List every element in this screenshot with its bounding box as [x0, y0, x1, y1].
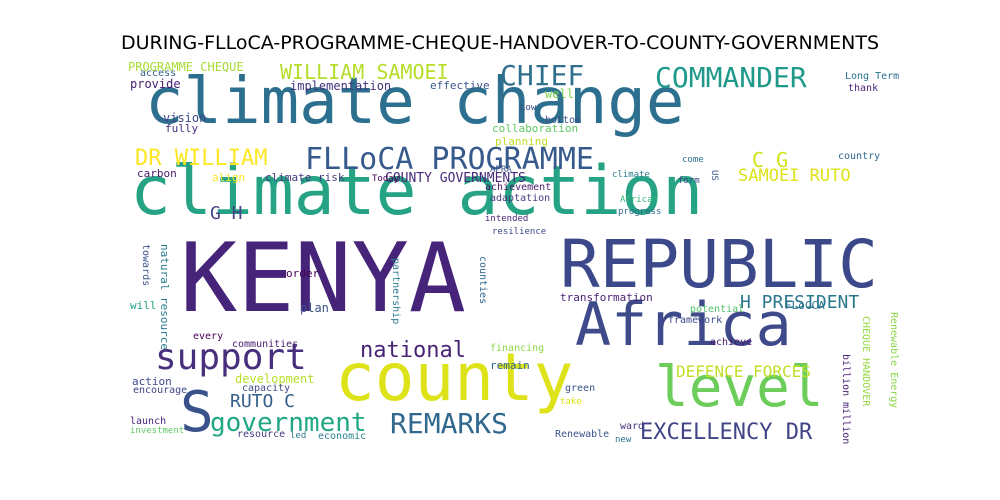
- word-us: US: [709, 170, 719, 181]
- word-renewable: Renewable: [555, 429, 610, 440]
- word-fully: fully: [165, 122, 199, 135]
- word-g-h: G H: [210, 203, 243, 224]
- word-form: form: [678, 176, 700, 186]
- word-every: every: [193, 331, 224, 342]
- word-programme-cheque: PROGRAMME CHEQUE: [128, 60, 244, 74]
- word-excellency-dr: EXCELLENCY DR: [640, 420, 813, 445]
- word-climate-action: climate action: [130, 152, 704, 231]
- wordcloud-title: DURING-FLLoCA-PROGRAMME-CHEQUE-HANDOVER-…: [120, 32, 880, 54]
- word-achievement: achievement: [485, 182, 552, 193]
- word-encourage: encourage: [133, 385, 188, 396]
- word-county: county: [335, 339, 574, 416]
- word-take: take: [560, 397, 582, 407]
- word-new: new: [615, 435, 632, 445]
- word-provide: provide: [130, 77, 181, 91]
- word-well: well: [545, 87, 574, 101]
- word-investment: investment: [130, 426, 185, 436]
- word-access: access: [140, 68, 177, 79]
- word-transformation: transformation: [560, 291, 653, 304]
- word-ruto-c: RUTO C: [230, 391, 296, 412]
- word-planning: planning: [495, 135, 548, 148]
- word-level: level: [655, 355, 824, 420]
- word-potential: potential: [690, 304, 745, 315]
- word-dr-william: DR WILLIAM: [135, 146, 268, 171]
- word-towards: towards: [140, 244, 151, 287]
- word-climate: climate: [612, 170, 650, 180]
- word-partnership: partnership: [390, 258, 401, 325]
- word-long-term: Long Term: [845, 71, 900, 82]
- word-h-president: H PRESIDENT: [740, 292, 860, 313]
- word-chief: CHIEF: [500, 60, 585, 92]
- word-communities: communities: [232, 339, 299, 350]
- word-flocca: FLoCCA: [785, 299, 825, 312]
- word-s: S: [180, 380, 214, 445]
- word-come: come: [682, 155, 704, 165]
- word-defence-forces: DEFENCE FORCES: [676, 362, 811, 381]
- word-today: Today: [372, 174, 400, 184]
- word-progress: progress: [618, 207, 662, 217]
- word-plan: plan: [300, 301, 329, 315]
- word-samoei-ruto: SAMOEI RUTO: [738, 166, 851, 186]
- word-remain: remain: [490, 359, 530, 372]
- word-africa: Africa: [575, 290, 792, 360]
- word-resilience: resilience: [492, 227, 547, 237]
- word-align: align: [212, 171, 246, 184]
- word-bottom: bottom: [545, 115, 582, 126]
- word-support: support: [155, 337, 307, 378]
- word-cloud: KENYA climate change climate action REPUBLI…: [125, 60, 900, 447]
- word-order: order: [286, 267, 320, 280]
- word-republic: REPUBLIC: [560, 226, 878, 303]
- word-thank: thank: [848, 83, 879, 94]
- word-intended: intended: [485, 214, 529, 224]
- word-apra: APRA: [490, 165, 512, 175]
- word-financing: financing: [490, 343, 545, 354]
- word-kenya: KENYA: [180, 224, 466, 334]
- word-implementation: implementation: [290, 79, 392, 93]
- word-government: government: [210, 408, 367, 438]
- word-ward: ward: [620, 421, 645, 432]
- word-green: green: [565, 383, 596, 394]
- word-led: led: [290, 431, 307, 441]
- word-low: Low: [520, 103, 537, 113]
- word-william-samoei: WILLIAM SAMOEI: [280, 60, 449, 84]
- word-action: action: [132, 375, 172, 388]
- word-commander: COMMANDER: [655, 61, 807, 94]
- word-billion-million: billion million: [840, 354, 851, 445]
- word-carbon: carbon: [137, 167, 177, 180]
- word-country: country: [838, 151, 881, 162]
- word-collaboration: collaboration: [492, 122, 579, 135]
- word-economic: economic: [318, 431, 367, 442]
- word-african: African: [620, 195, 658, 205]
- word-remarks: REMARKS: [390, 407, 509, 440]
- word-capacity: capacity: [242, 383, 291, 394]
- word-c-g: C G: [752, 148, 789, 172]
- word-achieve: achieve: [710, 337, 753, 348]
- word-flloca-programme: FLLoCA PROGRAMME: [305, 142, 594, 177]
- word-launch: launch: [130, 416, 167, 427]
- word-adaptation: adaptation: [490, 193, 551, 204]
- word-natural-resource: natural resource: [158, 244, 171, 350]
- word-cheque-handover: CHEQUE HANDOVER: [860, 316, 871, 407]
- word-climate-change: climate change: [145, 65, 685, 139]
- word-will: will: [130, 299, 157, 312]
- word-vision: vision: [163, 111, 207, 125]
- word-effective: effective: [430, 79, 490, 92]
- word-climate-risk: climate risk: [265, 171, 345, 184]
- word-resource: resource: [237, 429, 286, 440]
- word-national: national: [360, 338, 466, 363]
- word-county-governments: COUNTY GOVERNMENTS: [385, 171, 526, 186]
- word-renewable-energy: Renewable Energy: [888, 312, 899, 409]
- word-framework: framework: [668, 315, 723, 326]
- word-counties: counties: [477, 256, 488, 305]
- word-development: development: [235, 372, 315, 386]
